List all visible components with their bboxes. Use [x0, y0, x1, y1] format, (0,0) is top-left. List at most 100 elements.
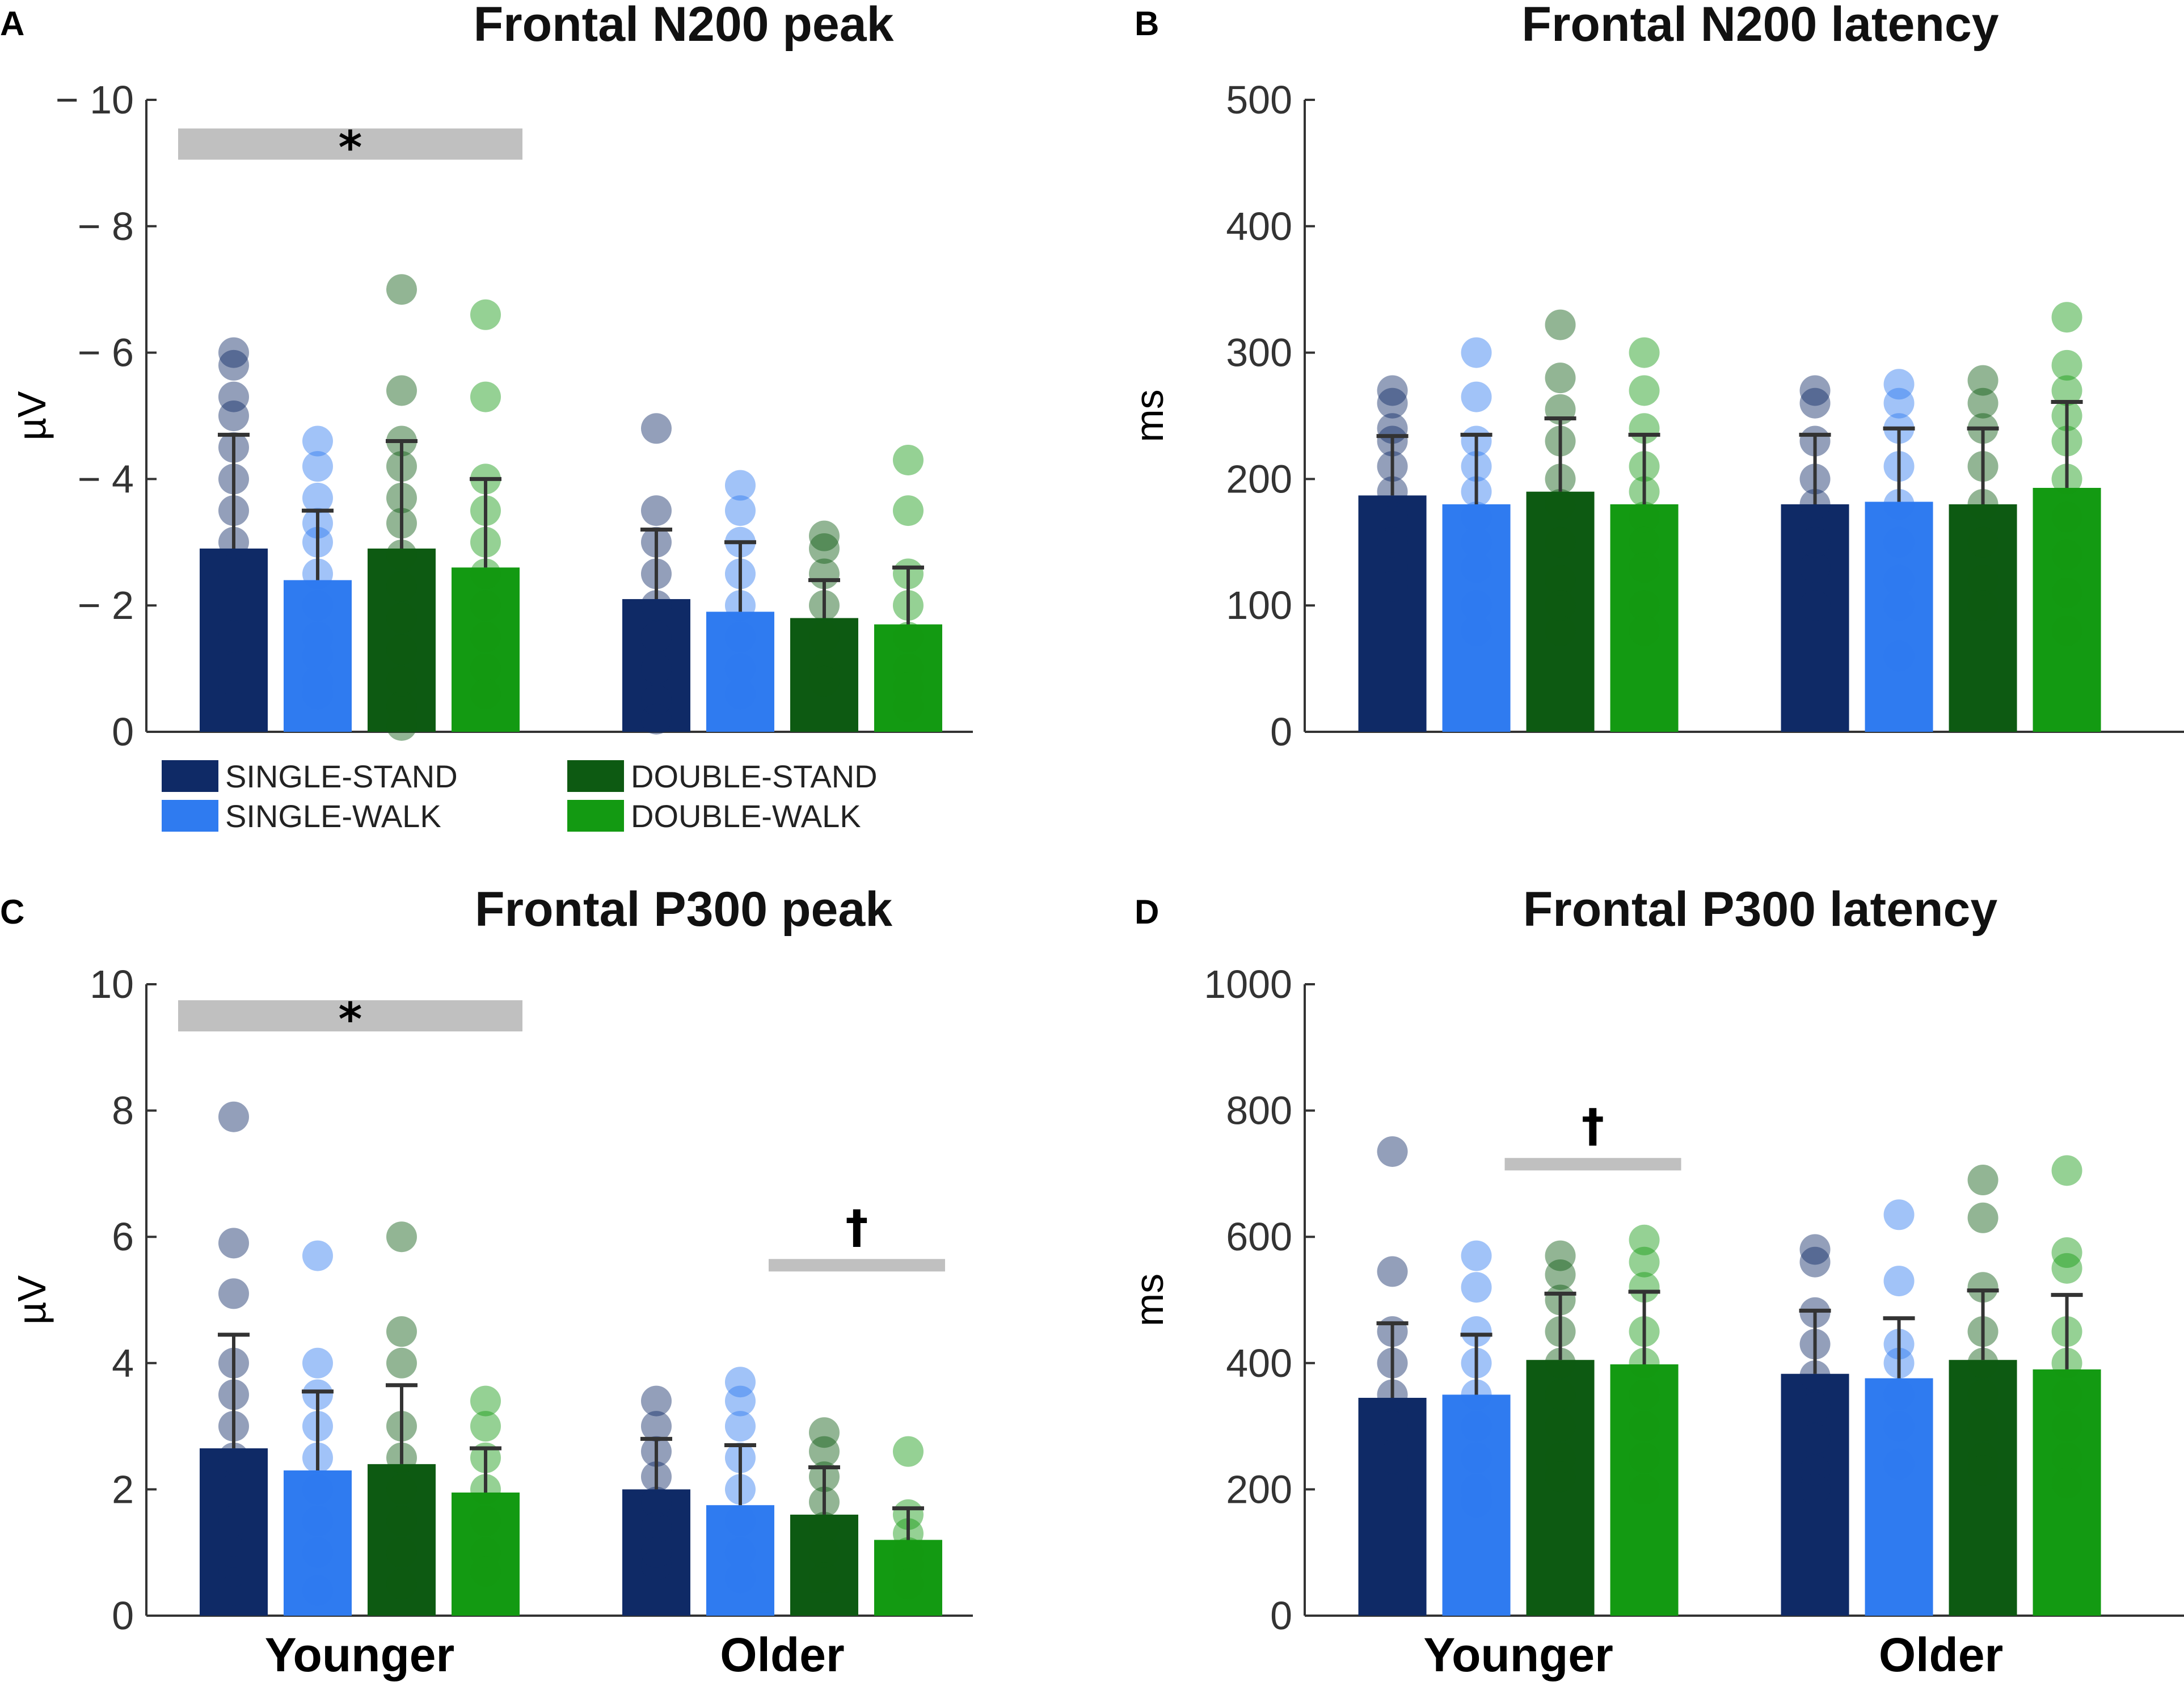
panel-letter: A: [0, 5, 24, 43]
legend-swatch-double_walk: [567, 800, 624, 832]
data-point-double_walk: [2051, 1442, 2082, 1473]
y-tick-label: 1000: [1204, 962, 1292, 1006]
data-point-double_stand: [386, 1506, 417, 1537]
data-point-double_stand: [1967, 365, 1999, 396]
data-point-double_stand: [1545, 590, 1576, 621]
y-tick-label: 300: [1226, 331, 1292, 375]
bar-single_stand-younger: [199, 548, 268, 732]
data-point-single_walk: [1461, 1316, 1492, 1347]
legend: SINGLE-STAND SINGLE-WALK DOUBLE-STAND DOUBL…: [162, 758, 878, 834]
data-point-double_stand: [1545, 1411, 1576, 1442]
data-point-double_stand: [386, 571, 417, 602]
data-point-single_stand: [218, 1474, 249, 1505]
data-point-double_walk: [470, 678, 501, 710]
data-point-double_stand: [1967, 1442, 1999, 1473]
legend-label-single_stand: SINGLE-STAND: [225, 758, 458, 794]
legend-swatch-single_walk: [162, 800, 218, 832]
panel-letter: C: [0, 893, 24, 931]
data-point-single_stand: [218, 401, 249, 431]
data-point-double_walk: [1629, 501, 1660, 533]
data-point-single_walk: [724, 1367, 756, 1398]
panel-c: C Frontal P300 peak µV 0 2 4 6 8 10 * † Younger Olde…: [0, 882, 973, 1681]
panel-a: A Frontal N200 peak µV 0 − 2 − 4 − 6 − 8 − 10 *: [0, 0, 973, 754]
data-point-single_stand: [1377, 1256, 1408, 1287]
data-point-single_walk: [1883, 640, 1915, 672]
data-point-double_walk: [470, 653, 501, 684]
y-axis-label: ms: [1127, 1274, 1171, 1326]
significance-bar: [178, 128, 522, 160]
data-point-single_walk: [302, 621, 333, 652]
data-point-single_walk: [1883, 526, 1915, 558]
bar-double_stand-older: [1949, 1360, 2017, 1616]
data-point-double_walk: [1629, 1272, 1660, 1303]
data-point-double_stand: [1967, 1455, 1999, 1486]
data-point-double_stand: [1545, 1461, 1576, 1493]
y-tick-label: − 8: [78, 204, 134, 248]
data-point-single_stand: [640, 703, 672, 735]
group-label-younger: Younger: [1423, 1628, 1613, 1681]
data-point-double_stand: [386, 1221, 417, 1253]
panel-letter: D: [1135, 893, 1159, 931]
bar-single_stand-older: [622, 599, 690, 732]
data-point-double_walk: [2051, 1253, 2082, 1284]
data-point-single_stand: [218, 1101, 249, 1132]
data-point-single_stand: [640, 621, 672, 652]
bar-double_walk-younger: [1610, 1364, 1679, 1616]
bar-double_walk-younger: [451, 1492, 520, 1616]
bar-single_walk-younger: [1442, 1394, 1511, 1616]
data-point-single_stand: [1377, 375, 1408, 406]
data-point-single_walk: [724, 621, 756, 652]
data-point-double_stand: [1967, 1165, 1999, 1196]
data-point-double_walk: [2051, 577, 2082, 608]
y-tick-label: 6: [112, 1215, 134, 1259]
data-point-double_walk: [892, 1436, 924, 1467]
data-point-double_walk: [1629, 1411, 1660, 1442]
significance-bar: [768, 1259, 945, 1272]
data-point-double_stand: [386, 1569, 417, 1600]
data-point-single_stand: [218, 349, 249, 381]
data-point-single_stand: [640, 495, 672, 526]
bar-single_stand-younger: [199, 1448, 268, 1616]
data-point-double_walk: [1629, 1246, 1660, 1278]
legend-label-double_walk: DOUBLE-WALK: [631, 798, 861, 834]
data-point-single_stand: [1799, 387, 1831, 419]
data-point-double_stand: [1545, 1442, 1576, 1473]
data-point-double_walk: [2051, 539, 2082, 571]
bar-single_walk-younger: [283, 580, 352, 732]
data-point-double_stand: [808, 1436, 840, 1467]
data-point-single_walk: [724, 653, 756, 684]
data-point-single_stand: [1799, 375, 1831, 406]
data-point-single_stand: [1377, 1136, 1408, 1167]
y-tick-label: 600: [1226, 1215, 1292, 1259]
data-point-double_stand: [1967, 1202, 1999, 1233]
legend-label-double_stand: DOUBLE-STAND: [631, 758, 878, 794]
significance-dagger: †: [1582, 1099, 1604, 1152]
bar-double_stand-younger: [1526, 491, 1595, 732]
bar-double_stand-older: [1949, 504, 2017, 732]
data-point-single_stand: [1799, 1392, 1831, 1423]
data-point-double_stand: [1545, 526, 1576, 558]
data-point-single_walk: [302, 425, 333, 457]
data-point-double_stand: [1967, 526, 1999, 558]
data-point-double_walk: [1629, 615, 1660, 646]
data-point-single_stand: [1377, 552, 1408, 583]
y-tick-label: − 2: [78, 583, 134, 627]
data-point-single_stand: [640, 413, 672, 444]
significance-star: *: [339, 993, 362, 1046]
data-point-double_stand: [1967, 1347, 1999, 1379]
data-point-double_stand: [1545, 615, 1576, 646]
data-point-single_walk: [1883, 1448, 1915, 1480]
bar-single_stand-older: [1781, 504, 1849, 732]
data-point-double_walk: [470, 558, 501, 589]
data-point-single_walk: [1883, 1379, 1915, 1410]
data-point-single_walk: [302, 1240, 333, 1271]
data-point-double_stand: [386, 691, 417, 722]
data-point-single_walk: [1883, 1266, 1915, 1297]
bar-single_walk-younger: [1442, 504, 1511, 732]
data-point-single_stand: [1799, 1246, 1831, 1278]
data-point-single_walk: [302, 451, 333, 482]
data-point-single_stand: [640, 1411, 672, 1442]
data-point-single_stand: [218, 1556, 249, 1587]
data-point-double_walk: [892, 691, 924, 722]
